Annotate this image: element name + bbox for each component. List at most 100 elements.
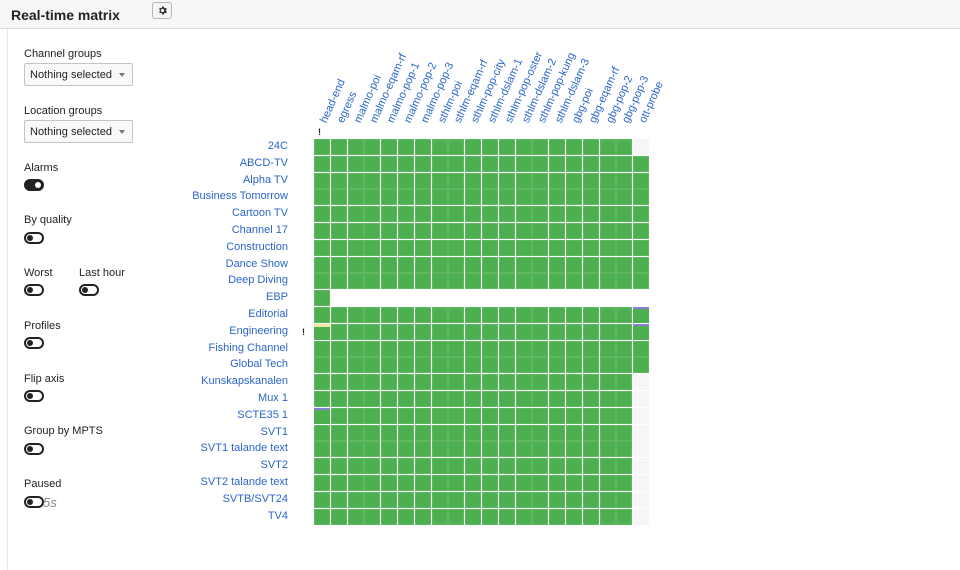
- matrix-cell[interactable]: [599, 475, 616, 491]
- matrix-cell[interactable]: [347, 139, 364, 155]
- matrix-cell[interactable]: [482, 475, 498, 491]
- matrix-cell[interactable]: [498, 189, 515, 206]
- matrix-cell[interactable]: [633, 256, 650, 273]
- matrix-cell[interactable]: [364, 357, 381, 374]
- matrix-cell[interactable]: [414, 475, 431, 491]
- matrix-cell[interactable]: [381, 424, 398, 441]
- matrix-cell[interactable]: [347, 189, 364, 206]
- matrix-cell[interactable]: [498, 273, 515, 290]
- matrix-cell[interactable]: [633, 139, 650, 155]
- matrix-cell[interactable]: [616, 407, 633, 424]
- matrix-cell[interactable]: [314, 407, 330, 424]
- matrix-cell[interactable]: [347, 290, 364, 307]
- matrix-cell[interactable]: [314, 307, 330, 323]
- matrix-cell[interactable]: [431, 139, 448, 155]
- matrix-cell[interactable]: [532, 441, 549, 458]
- matrix-cell[interactable]: [364, 323, 381, 340]
- matrix-cell[interactable]: [347, 323, 364, 340]
- matrix-cell[interactable]: [633, 441, 650, 458]
- matrix-cell[interactable]: [566, 491, 582, 508]
- matrix-cell[interactable]: [330, 256, 347, 273]
- matrix-cell[interactable]: [330, 239, 347, 256]
- matrix-cell[interactable]: [482, 206, 498, 223]
- matrix-cell[interactable]: [398, 256, 414, 273]
- matrix-cell[interactable]: [465, 323, 482, 340]
- matrix-cell[interactable]: [398, 508, 414, 525]
- matrix-cell[interactable]: [414, 307, 431, 323]
- matrix-cell[interactable]: [465, 340, 482, 357]
- matrix-cell[interactable]: [582, 323, 599, 340]
- matrix-cell[interactable]: [482, 223, 498, 239]
- matrix-cell[interactable]: [633, 508, 650, 525]
- matrix-cell[interactable]: [549, 391, 566, 407]
- matrix-cell[interactable]: [431, 407, 448, 424]
- matrix-cell[interactable]: [498, 458, 515, 475]
- matrix-cell[interactable]: [314, 323, 330, 340]
- matrix-cell[interactable]: [498, 223, 515, 239]
- matrix-cell[interactable]: [599, 239, 616, 256]
- matrix-cell[interactable]: [582, 172, 599, 189]
- matrix-cell[interactable]: [398, 307, 414, 323]
- matrix-cell[interactable]: [616, 391, 633, 407]
- flip-axis-toggle[interactable]: [24, 390, 44, 402]
- matrix-cell[interactable]: [465, 273, 482, 290]
- matrix-cell[interactable]: [364, 189, 381, 206]
- matrix-cell[interactable]: [582, 357, 599, 374]
- matrix-cell[interactable]: [414, 407, 431, 424]
- row-label[interactable]: Global Tech: [230, 358, 288, 371]
- matrix-cell[interactable]: [465, 508, 482, 525]
- matrix-cell[interactable]: [381, 340, 398, 357]
- matrix-cell[interactable]: [498, 357, 515, 374]
- last-hour-toggle[interactable]: [79, 284, 99, 296]
- matrix-cell[interactable]: [599, 508, 616, 525]
- matrix-cell[interactable]: [314, 189, 330, 206]
- matrix-cell[interactable]: [381, 290, 398, 307]
- matrix-cell[interactable]: [398, 458, 414, 475]
- matrix-cell[interactable]: [414, 391, 431, 407]
- matrix-cell[interactable]: [616, 458, 633, 475]
- matrix-cell[interactable]: [616, 206, 633, 223]
- matrix-cell[interactable]: [482, 340, 498, 357]
- matrix-cell[interactable]: [364, 441, 381, 458]
- matrix-cell[interactable]: [347, 374, 364, 391]
- matrix-cell[interactable]: [515, 475, 532, 491]
- matrix-cell[interactable]: [616, 172, 633, 189]
- matrix-cell[interactable]: [582, 340, 599, 357]
- matrix-cell[interactable]: [414, 491, 431, 508]
- matrix-cell[interactable]: [465, 407, 482, 424]
- matrix-cell[interactable]: [498, 256, 515, 273]
- channel-groups-select[interactable]: Nothing selected: [24, 63, 133, 86]
- matrix-cell[interactable]: [532, 189, 549, 206]
- matrix-cell[interactable]: [566, 256, 582, 273]
- matrix-cell[interactable]: [347, 273, 364, 290]
- matrix-cell[interactable]: [616, 374, 633, 391]
- matrix-cell[interactable]: [566, 206, 582, 223]
- matrix-cell[interactable]: [532, 273, 549, 290]
- matrix-cell[interactable]: [448, 458, 465, 475]
- matrix-cell[interactable]: [498, 424, 515, 441]
- matrix-cell[interactable]: [515, 407, 532, 424]
- matrix-cell[interactable]: [633, 206, 650, 223]
- matrix-cell[interactable]: [582, 458, 599, 475]
- matrix-cell[interactable]: [314, 139, 330, 155]
- worst-toggle[interactable]: [24, 284, 44, 296]
- matrix-cell[interactable]: [414, 424, 431, 441]
- matrix-cell[interactable]: [364, 475, 381, 491]
- matrix-cell[interactable]: [431, 340, 448, 357]
- matrix-cell[interactable]: [448, 407, 465, 424]
- matrix-cell[interactable]: [314, 206, 330, 223]
- matrix-cell[interactable]: [314, 491, 330, 508]
- matrix-cell[interactable]: [633, 172, 650, 189]
- matrix-cell[interactable]: [381, 391, 398, 407]
- matrix-cell[interactable]: [398, 407, 414, 424]
- matrix-cell[interactable]: [381, 323, 398, 340]
- matrix-cell[interactable]: [549, 307, 566, 323]
- row-label[interactable]: SVTB/SVT24: [222, 492, 288, 505]
- matrix-cell[interactable]: [347, 256, 364, 273]
- matrix-cell[interactable]: [347, 458, 364, 475]
- matrix-cell[interactable]: [498, 239, 515, 256]
- row-label[interactable]: SCTE35 1: [237, 408, 288, 421]
- matrix-cell[interactable]: [314, 290, 330, 307]
- matrix-cell[interactable]: [582, 391, 599, 407]
- matrix-cell[interactable]: [431, 374, 448, 391]
